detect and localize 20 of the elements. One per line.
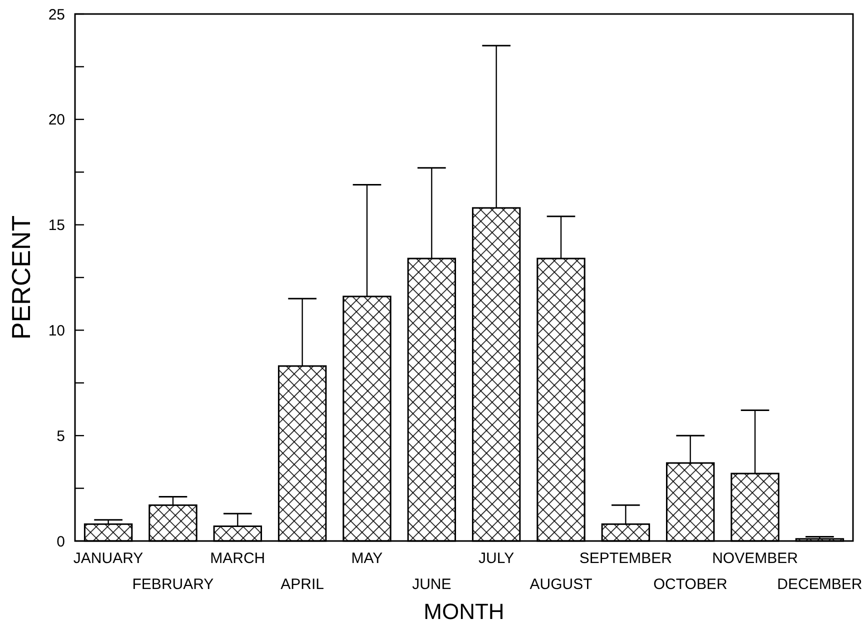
y-tick-label: 0: [56, 533, 65, 550]
x-tick-label: NOVEMBER: [712, 550, 798, 567]
y-tick-label: 20: [48, 112, 65, 129]
x-tick-label: JULY: [478, 550, 514, 567]
x-tick-label: AUGUST: [530, 576, 592, 593]
x-tick-label: DECEMBER: [777, 576, 862, 593]
y-tick-label: 15: [48, 217, 65, 234]
x-tick-label: MAY: [351, 550, 383, 567]
x-tick-label: JANUARY: [73, 550, 144, 567]
x-axis-title: MONTH: [424, 599, 504, 624]
x-tick-label: SEPTEMBER: [579, 550, 672, 567]
y-tick-label: 10: [48, 322, 65, 340]
x-tick-label: FEBRUARY: [132, 576, 214, 593]
y-tick-label: 25: [48, 6, 65, 24]
x-tick-label: MARCH: [210, 550, 266, 567]
x-tick-label: OCTOBER: [653, 576, 728, 593]
x-tick-label: JUNE: [412, 576, 452, 593]
y-axis-title: PERCENT: [6, 215, 36, 340]
y-tick-label: 5: [56, 428, 65, 445]
x-tick-label: APRIL: [280, 576, 324, 593]
